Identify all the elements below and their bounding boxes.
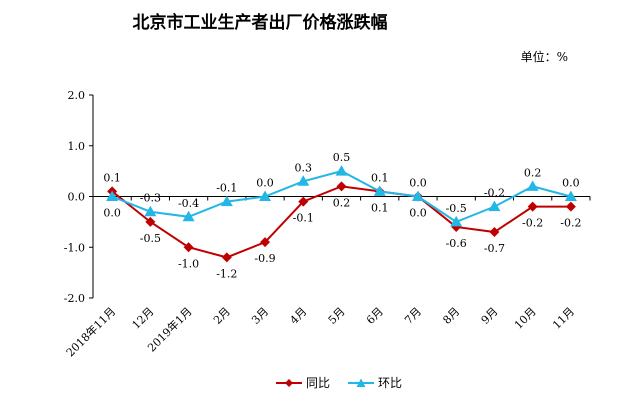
x-tick-label: 10月 xyxy=(512,305,539,332)
legend: 同比 环比 xyxy=(276,374,402,391)
point-mom xyxy=(373,185,386,196)
y-tick-label: -1.0 xyxy=(64,241,85,254)
data-label-mom: 0.5 xyxy=(333,151,351,164)
data-label-mom: 0.3 xyxy=(295,161,313,174)
data-label-mom: 0.0 xyxy=(256,177,274,190)
y-tick-label: 2.0 xyxy=(68,89,86,102)
point-mom xyxy=(297,175,310,186)
data-label-yoy: 0.0 xyxy=(409,207,427,220)
x-tick-label: 9月 xyxy=(479,305,501,327)
point-mom xyxy=(144,205,157,217)
x-tick-label: 7月 xyxy=(402,305,424,327)
data-label-yoy: -0.2 xyxy=(560,217,581,230)
x-tick-label: 8月 xyxy=(440,305,462,327)
legend-label-mom: 环比 xyxy=(378,376,403,390)
data-label-mom: -0.4 xyxy=(178,197,199,210)
data-label-yoy: -0.9 xyxy=(254,252,275,265)
point-mom xyxy=(182,210,195,222)
x-tick-label: 4月 xyxy=(287,305,309,327)
x-tick-label: 2018年11月 xyxy=(63,304,118,359)
data-label-mom: -0.1 xyxy=(216,182,237,195)
data-label-yoy: -1.2 xyxy=(216,267,237,280)
legend-item-yoy: 同比 xyxy=(276,374,330,391)
point-mom xyxy=(564,190,577,201)
x-tick-label: 3月 xyxy=(249,305,271,327)
point-yoy xyxy=(565,201,576,212)
data-labels: 0.1 0.0 -0.5 -0.3 -1.0 -0.4 -1.2 -0.1 -0.9 0.0 -0.… xyxy=(103,151,581,280)
x-tick-label: 6月 xyxy=(364,305,386,327)
data-label-mom: 0.0 xyxy=(409,177,427,190)
data-label-mom: 0.0 xyxy=(562,177,580,190)
point-mom xyxy=(450,215,463,227)
series-group xyxy=(106,165,577,263)
point-yoy xyxy=(145,216,156,227)
point-yoy xyxy=(336,181,347,192)
data-label-yoy: 0.2 xyxy=(333,196,351,209)
data-label-mom: 0.1 xyxy=(371,171,389,184)
data-label-mom: 0.2 xyxy=(524,166,542,179)
x-tick-label: 5月 xyxy=(326,305,348,327)
point-yoy xyxy=(298,196,309,207)
data-label-yoy: -0.2 xyxy=(522,217,543,230)
data-label-yoy: 0.1 xyxy=(103,171,121,184)
point-yoy xyxy=(221,252,232,263)
data-label-mom: -0.2 xyxy=(484,187,505,200)
legend-swatch-mom xyxy=(348,378,375,387)
legend-label-yoy: 同比 xyxy=(306,376,331,390)
data-label-yoy: -1.0 xyxy=(178,257,199,270)
point-mom xyxy=(526,180,539,191)
point-yoy xyxy=(260,237,271,248)
data-label-yoy: 0.1 xyxy=(371,201,389,214)
x-tick-label: 11月 xyxy=(550,305,577,332)
data-label-yoy: -0.6 xyxy=(446,237,467,250)
point-mom xyxy=(106,190,119,201)
point-mom xyxy=(259,190,272,201)
legend-item-mom: 环比 xyxy=(348,374,402,391)
point-yoy xyxy=(489,227,500,238)
y-tick-label: -2.0 xyxy=(64,292,85,305)
y-tick-label: 0.0 xyxy=(68,191,86,204)
point-mom xyxy=(335,165,348,176)
legend-swatch-yoy xyxy=(276,378,302,387)
point-yoy xyxy=(183,242,194,253)
data-label-yoy: -0.1 xyxy=(293,212,314,225)
chart-title: 北京市工业生产者出厂价格涨跌幅 xyxy=(132,13,388,33)
point-mom xyxy=(411,190,424,201)
data-label-yoy: -0.5 xyxy=(140,232,161,245)
data-label-yoy: -0.7 xyxy=(484,242,505,255)
point-mom xyxy=(488,200,501,212)
data-label-mom: 0.0 xyxy=(103,207,121,220)
point-yoy xyxy=(527,201,538,212)
data-label-mom: -0.3 xyxy=(140,192,161,205)
x-tick-label: 2月 xyxy=(211,305,233,327)
data-label-mom: -0.5 xyxy=(446,202,467,215)
x-tick-label: 12月 xyxy=(130,305,157,332)
unit-label: 单位：% xyxy=(520,50,568,64)
point-mom xyxy=(220,195,233,207)
y-tick-label: 1.0 xyxy=(68,140,86,153)
